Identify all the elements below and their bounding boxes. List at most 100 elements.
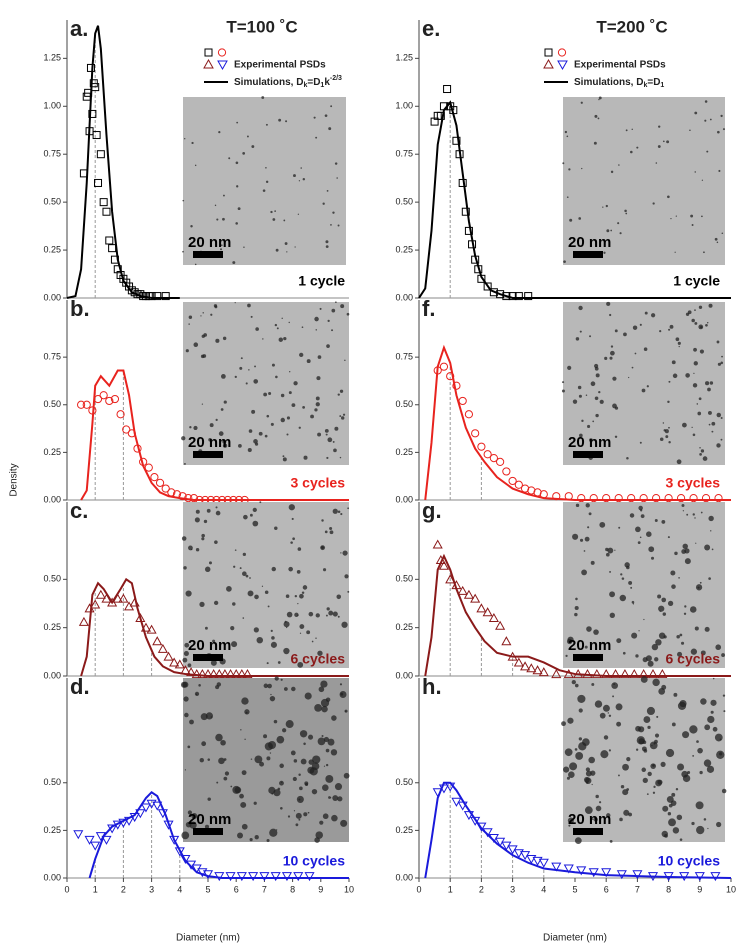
micrograph-particle — [241, 770, 247, 776]
micrograph-particle — [567, 365, 572, 370]
micrograph-particle — [603, 251, 606, 254]
micrograph-particle — [184, 712, 189, 718]
micrograph-particle — [181, 436, 186, 441]
micrograph-particle — [201, 741, 207, 747]
micrograph-particle — [261, 585, 264, 587]
data-point — [439, 362, 449, 371]
micrograph-particle — [605, 547, 609, 552]
micrograph-particle — [294, 612, 299, 617]
micrograph-particle — [602, 206, 604, 208]
micrograph-particle — [700, 650, 706, 656]
micrograph-particle — [262, 338, 264, 340]
micrograph-particle — [687, 310, 692, 315]
micrograph-particle — [222, 336, 227, 341]
micrograph-particle — [294, 246, 296, 248]
micrograph-particle — [198, 684, 201, 687]
micrograph-particle — [220, 739, 226, 746]
micrograph-particle — [234, 302, 236, 304]
micrograph-particle — [614, 329, 618, 333]
micrograph-particle — [639, 441, 642, 444]
scale-bar-label: 20 nm — [568, 637, 611, 654]
micrograph-particle — [330, 797, 332, 799]
micrograph-particle — [294, 594, 298, 598]
micrograph-particle — [239, 366, 243, 370]
micrograph-particle — [561, 721, 566, 727]
micrograph-particle — [689, 606, 697, 613]
micrograph-particle — [682, 731, 690, 739]
micrograph-particle — [314, 837, 320, 843]
micrograph-particle — [319, 307, 322, 310]
data-point — [464, 226, 473, 235]
micrograph-particle — [700, 511, 703, 514]
y-tick-label: 0.50 — [43, 399, 61, 409]
micrograph-particle — [181, 831, 190, 840]
micrograph-particle — [631, 632, 638, 639]
micrograph-particle — [637, 541, 641, 545]
micrograph-particle — [659, 610, 661, 612]
micrograph-particle — [584, 777, 592, 784]
micrograph-particle — [235, 161, 239, 165]
y-tick-label: 0.00 — [43, 670, 61, 680]
micrograph-particle — [285, 720, 294, 729]
micrograph-particle — [694, 321, 698, 325]
micrograph-particle — [253, 627, 259, 633]
micrograph-particle — [599, 712, 606, 719]
micrograph-particle — [635, 725, 641, 732]
micrograph-particle — [244, 709, 250, 715]
micrograph-particle — [643, 618, 645, 621]
micrograph-particle — [311, 788, 318, 795]
data-point — [610, 669, 621, 679]
data-point — [457, 585, 468, 595]
cycle-label: 10 cycles — [283, 853, 345, 869]
micrograph-particle — [609, 612, 615, 618]
micrograph-particle — [240, 729, 242, 731]
legend-icon-circle — [217, 48, 227, 57]
micrograph-particle — [642, 657, 648, 663]
legend-icon-square — [544, 48, 553, 57]
data-point — [219, 669, 230, 679]
micrograph-particle — [344, 359, 346, 362]
micrograph-particle — [578, 305, 583, 311]
micrograph-particle — [680, 641, 685, 645]
data-point — [657, 669, 668, 679]
micrograph-particle — [236, 121, 239, 124]
micrograph-particle — [614, 435, 618, 439]
micrograph-particle — [259, 501, 262, 504]
micrograph-particle — [716, 241, 719, 244]
micrograph-particle — [184, 642, 190, 648]
micrograph-particle — [201, 334, 205, 338]
data-point — [82, 400, 91, 409]
micrograph-particle — [587, 526, 590, 529]
micrograph-particle — [722, 128, 725, 131]
micrograph-particle — [281, 317, 283, 320]
micrograph-particle — [191, 812, 198, 819]
micrograph-particle — [263, 734, 268, 739]
micrograph-particle — [594, 366, 599, 371]
micrograph-particle — [677, 651, 683, 657]
micrograph-particle — [658, 125, 661, 128]
micrograph-particle — [630, 586, 633, 589]
micrograph-particle — [710, 710, 714, 714]
micrograph — [563, 97, 725, 265]
micrograph-particle — [298, 773, 301, 776]
micrograph-particle — [626, 457, 629, 460]
legend-icon-triangle-down — [557, 60, 568, 71]
micrograph-particle — [696, 740, 699, 743]
micrograph-particle — [222, 439, 227, 444]
micrograph-particle — [635, 748, 639, 751]
micrograph-particle — [254, 442, 259, 446]
micrograph-particle — [334, 783, 343, 791]
micrograph-particle — [238, 443, 242, 448]
micrograph-particle — [342, 550, 348, 556]
micrograph-particle — [566, 196, 569, 198]
scale-bar — [573, 654, 603, 661]
micrograph-particle — [251, 409, 256, 414]
micrograph-particle — [692, 513, 695, 516]
micrograph-particle — [654, 519, 658, 522]
micrograph-particle — [299, 352, 304, 358]
micrograph-particle — [295, 823, 299, 827]
micrograph-particle — [654, 739, 658, 744]
micrograph-particle — [710, 699, 717, 706]
micrograph-particle — [657, 145, 661, 148]
data-point — [163, 651, 174, 661]
